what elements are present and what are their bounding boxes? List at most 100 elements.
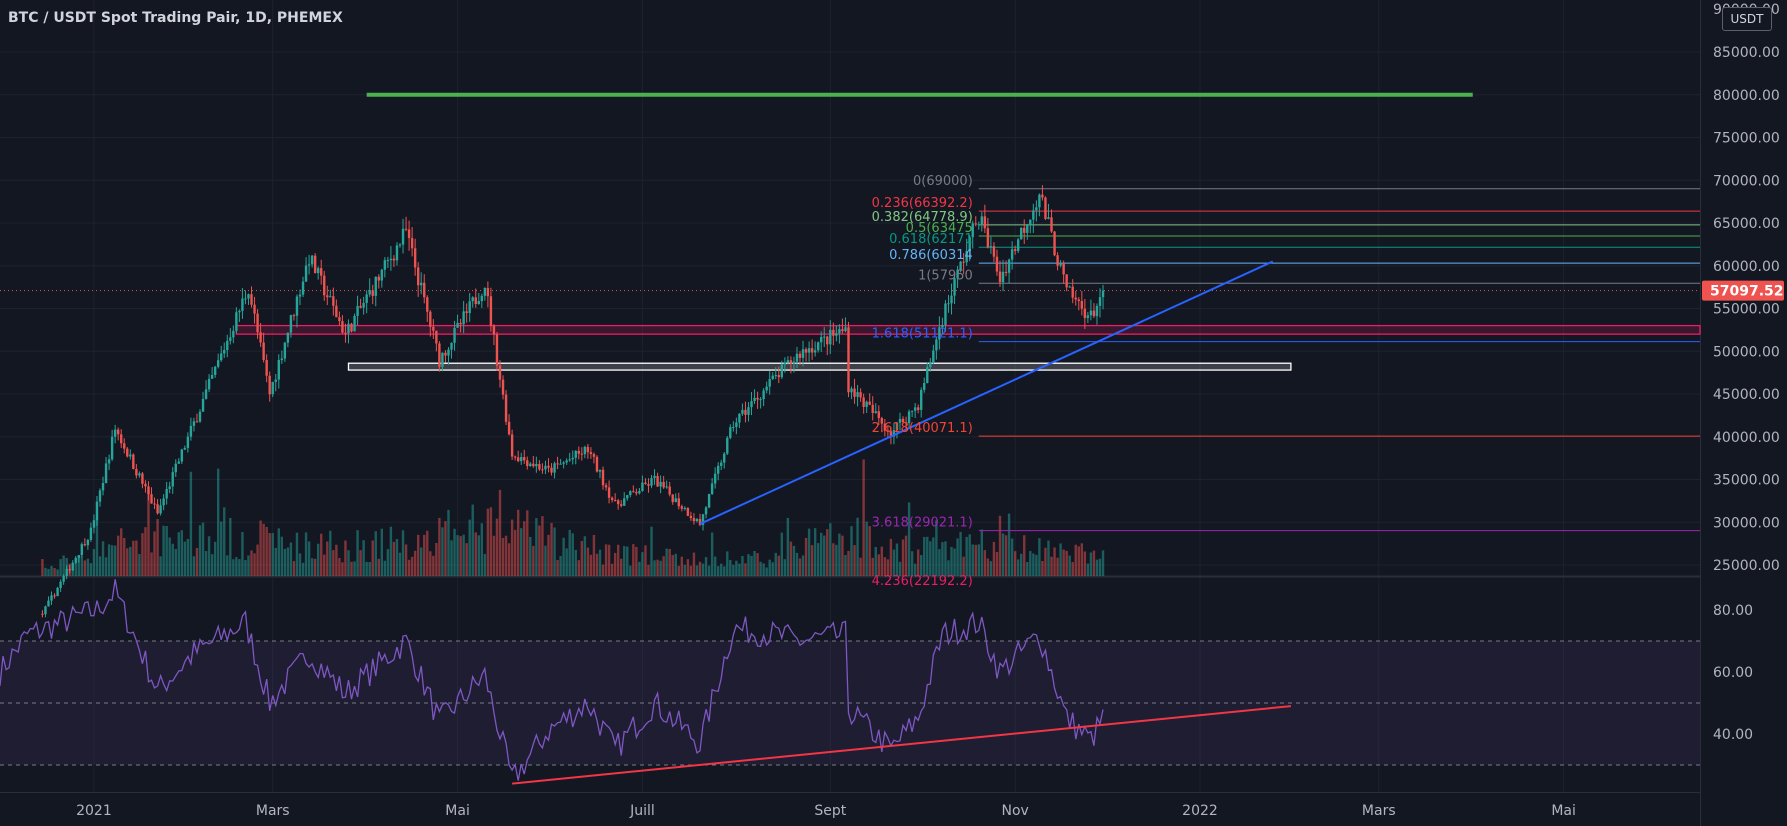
candle[interactable] — [101, 483, 105, 491]
candle[interactable] — [904, 422, 908, 424]
candle[interactable] — [523, 457, 526, 461]
candle[interactable] — [413, 248, 417, 268]
candle[interactable] — [1083, 308, 1087, 319]
candle[interactable] — [386, 260, 390, 262]
candle[interactable] — [835, 333, 838, 336]
candle[interactable] — [762, 390, 765, 400]
candle[interactable] — [123, 443, 126, 449]
candle[interactable] — [583, 446, 587, 455]
candle[interactable] — [741, 409, 744, 414]
candle[interactable] — [856, 392, 859, 397]
candle[interactable] — [674, 498, 677, 503]
candle[interactable] — [598, 469, 602, 472]
candle[interactable] — [892, 430, 896, 437]
candle[interactable] — [895, 422, 899, 431]
candle[interactable] — [95, 501, 99, 521]
candle[interactable] — [329, 296, 332, 298]
candle[interactable] — [965, 250, 968, 263]
candle[interactable] — [726, 437, 729, 454]
candle[interactable] — [80, 544, 84, 556]
candle[interactable] — [244, 298, 247, 300]
candle[interactable] — [438, 343, 441, 367]
candle[interactable] — [586, 446, 590, 453]
candle[interactable] — [41, 613, 44, 615]
candle[interactable] — [47, 600, 50, 607]
candle[interactable] — [759, 399, 762, 401]
candle[interactable] — [701, 514, 705, 525]
candle[interactable] — [616, 500, 620, 505]
candle[interactable] — [941, 324, 944, 328]
price-axis[interactable]: 25000.00 30000.00 35000.00 40000.00 45000.00… — [1701, 0, 1787, 826]
candle[interactable] — [753, 397, 756, 402]
candle[interactable] — [980, 216, 984, 225]
candle[interactable] — [459, 322, 462, 325]
candle[interactable] — [383, 260, 387, 270]
candle[interactable] — [507, 421, 511, 435]
candle[interactable] — [283, 342, 287, 359]
candle[interactable] — [65, 568, 68, 577]
candle[interactable] — [1068, 286, 1071, 288]
candle[interactable] — [632, 491, 635, 493]
candle[interactable] — [432, 326, 435, 331]
candle[interactable] — [829, 329, 832, 345]
candle[interactable] — [156, 504, 159, 514]
candle[interactable] — [1041, 194, 1044, 198]
candle[interactable] — [195, 421, 199, 423]
candle[interactable] — [592, 454, 596, 457]
candle[interactable] — [265, 359, 268, 376]
candle[interactable] — [1080, 301, 1084, 309]
candle[interactable] — [486, 287, 490, 297]
candle[interactable] — [353, 315, 356, 332]
candle[interactable] — [862, 397, 865, 407]
candle[interactable] — [380, 269, 384, 281]
candle[interactable] — [362, 302, 365, 308]
candle[interactable] — [180, 449, 184, 462]
candle[interactable] — [535, 463, 538, 467]
candle[interactable] — [68, 568, 71, 571]
candle[interactable] — [141, 473, 144, 484]
candle[interactable] — [1013, 249, 1017, 251]
candle[interactable] — [720, 462, 723, 466]
candle[interactable] — [847, 327, 850, 393]
candle[interactable] — [210, 374, 214, 379]
candle[interactable] — [526, 460, 529, 467]
candle[interactable] — [1074, 297, 1077, 300]
candle[interactable] — [841, 329, 844, 332]
candle[interactable] — [332, 296, 335, 306]
candle[interactable] — [444, 352, 447, 356]
candle[interactable] — [359, 306, 362, 308]
candle[interactable] — [165, 488, 168, 499]
candle[interactable] — [750, 401, 753, 408]
candle[interactable] — [838, 329, 841, 334]
candle[interactable] — [920, 389, 923, 410]
candle[interactable] — [238, 310, 241, 313]
candle[interactable] — [341, 321, 344, 333]
candle[interactable] — [938, 327, 941, 340]
candle[interactable] — [207, 378, 211, 390]
candle[interactable] — [171, 472, 174, 487]
candle[interactable] — [610, 497, 614, 501]
candle[interactable] — [738, 413, 741, 423]
candle[interactable] — [798, 353, 802, 358]
candle[interactable] — [289, 315, 293, 333]
candle[interactable] — [344, 332, 347, 334]
candle[interactable] — [1032, 210, 1035, 220]
candle[interactable] — [232, 330, 235, 338]
candle[interactable] — [492, 325, 496, 335]
candle[interactable] — [686, 507, 690, 516]
candle[interactable] — [368, 290, 371, 295]
candle[interactable] — [129, 454, 132, 457]
candle[interactable] — [968, 237, 971, 251]
candle[interactable] — [186, 436, 190, 448]
candle[interactable] — [147, 486, 150, 495]
candle[interactable] — [474, 297, 477, 304]
candles[interactable] — [41, 185, 1105, 618]
candle[interactable] — [638, 490, 641, 494]
candle[interactable] — [241, 298, 244, 311]
candle[interactable] — [689, 515, 693, 519]
candle[interactable] — [183, 447, 187, 450]
candle[interactable] — [213, 366, 217, 375]
candle[interactable] — [462, 311, 465, 325]
candle[interactable] — [550, 467, 553, 473]
candle[interactable] — [320, 268, 323, 276]
